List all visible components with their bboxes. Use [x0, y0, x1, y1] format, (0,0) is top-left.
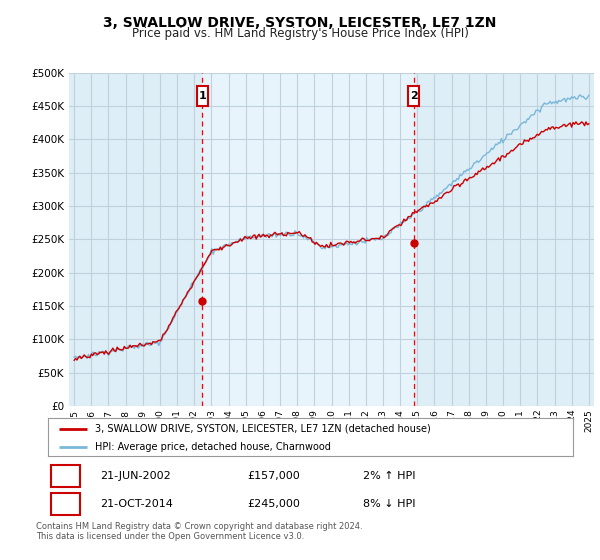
Text: £157,000: £157,000: [248, 471, 300, 481]
Text: 1: 1: [61, 471, 69, 481]
Bar: [50, 493, 79, 515]
Text: 21-JUN-2002: 21-JUN-2002: [101, 471, 171, 481]
Text: 2: 2: [410, 91, 418, 101]
Text: 3, SWALLOW DRIVE, SYSTON, LEICESTER, LE7 1ZN (detached house): 3, SWALLOW DRIVE, SYSTON, LEICESTER, LE7…: [95, 424, 431, 434]
Text: Contains HM Land Registry data © Crown copyright and database right 2024.
This d: Contains HM Land Registry data © Crown c…: [36, 522, 362, 542]
Text: 21-OCT-2014: 21-OCT-2014: [101, 499, 173, 509]
Bar: [408, 86, 419, 106]
Bar: [202, 73, 414, 406]
Bar: [50, 465, 79, 487]
Text: 8% ↓ HPI: 8% ↓ HPI: [363, 499, 415, 509]
Bar: [197, 86, 208, 106]
Text: £245,000: £245,000: [248, 499, 301, 509]
Text: 3, SWALLOW DRIVE, SYSTON, LEICESTER, LE7 1ZN: 3, SWALLOW DRIVE, SYSTON, LEICESTER, LE7…: [103, 16, 497, 30]
Text: HPI: Average price, detached house, Charnwood: HPI: Average price, detached house, Char…: [95, 442, 331, 452]
Text: 2% ↑ HPI: 2% ↑ HPI: [363, 471, 415, 481]
Text: 2: 2: [61, 499, 69, 509]
Text: Price paid vs. HM Land Registry's House Price Index (HPI): Price paid vs. HM Land Registry's House …: [131, 27, 469, 40]
Text: 1: 1: [199, 91, 206, 101]
